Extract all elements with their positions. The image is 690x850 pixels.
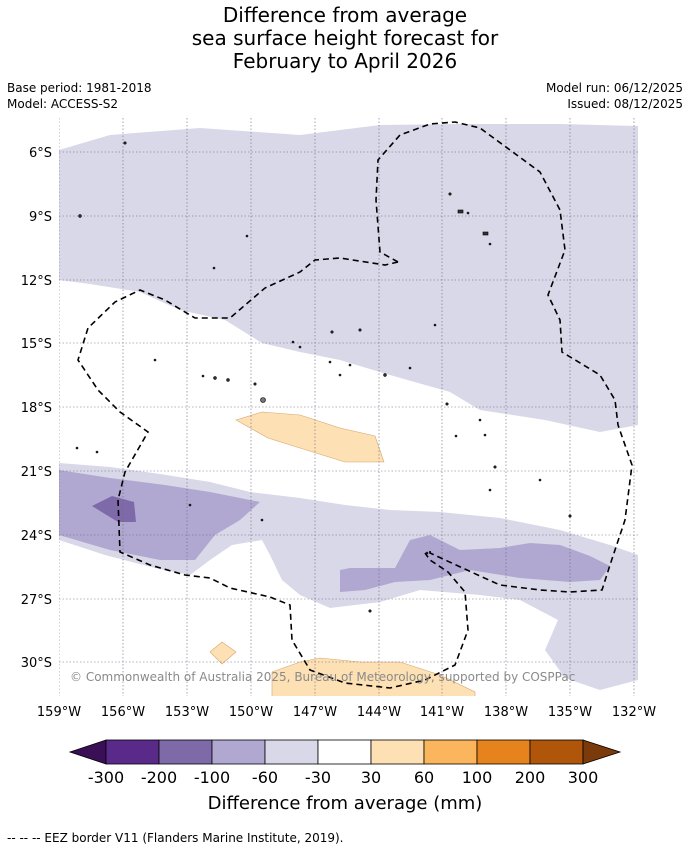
colorbar-segment bbox=[264, 739, 319, 765]
colorbar-segment bbox=[529, 739, 584, 765]
map-area bbox=[59, 118, 638, 696]
colorbar-tick-label: -30 bbox=[305, 768, 331, 787]
lon-label: 153°W bbox=[165, 705, 209, 720]
colorbar-tick-label: 100 bbox=[462, 768, 493, 787]
lon-label: 135°W bbox=[548, 705, 592, 720]
lat-label: 6°S bbox=[29, 146, 52, 161]
colorbar-extend-low bbox=[68, 739, 107, 765]
eez-legend-footer: -- -- -- EEZ border V11 (Flanders Marine… bbox=[7, 831, 344, 845]
model-name: Model: ACCESS-S2 bbox=[7, 97, 119, 111]
colorbar-segment bbox=[105, 739, 160, 765]
eez-border-north bbox=[375, 121, 633, 593]
lat-labels: 6°S 9°S 12°S 15°S 18°S 21°S 24°S 27°S 30… bbox=[21, 146, 52, 671]
lon-label: 159°W bbox=[37, 705, 81, 720]
colorbar-tick-label: -200 bbox=[141, 768, 177, 787]
colorbar bbox=[68, 739, 622, 765]
anomaly-region-positive-south bbox=[271, 657, 476, 696]
lat-label: 30°S bbox=[21, 656, 52, 671]
colorbar-segment bbox=[370, 739, 425, 765]
lon-label: 156°W bbox=[101, 705, 145, 720]
map-title: Difference from average sea surface heig… bbox=[0, 4, 690, 73]
copyright-text: © Commonwealth of Australia 2025, Bureau… bbox=[70, 670, 575, 684]
colorbar-tick-label: -100 bbox=[194, 768, 230, 787]
eez-borders bbox=[77, 121, 633, 689]
anomaly-region-west-strong bbox=[59, 470, 260, 560]
colorbar-segment bbox=[158, 739, 213, 765]
lat-label: 9°S bbox=[29, 210, 52, 225]
colorbar-tick-label: -300 bbox=[88, 768, 124, 787]
title-line-3: February to April 2026 bbox=[232, 49, 458, 73]
colorbar-tick-label: 30 bbox=[361, 768, 381, 787]
issued-date: Issued: 08/12/2025 bbox=[567, 97, 683, 111]
lat-label: 27°S bbox=[21, 593, 52, 608]
lat-label: 18°S bbox=[21, 401, 52, 416]
eez-border-central bbox=[77, 257, 469, 689]
colorbar-tick-label: 300 bbox=[568, 768, 599, 787]
lon-label: 150°W bbox=[229, 705, 273, 720]
lat-label: 15°S bbox=[21, 337, 52, 352]
model-run: Model run: 06/12/2025 bbox=[545, 81, 683, 95]
lat-label: 12°S bbox=[21, 274, 52, 289]
lat-label: 24°S bbox=[21, 529, 52, 544]
colorbar-segment bbox=[423, 739, 478, 765]
lon-label: 132°W bbox=[612, 705, 656, 720]
meta-left: Base period: 1981-2018 Model: ACCESS-S2 bbox=[7, 80, 152, 112]
lon-labels: 159°W 156°W 153°W 150°W 147°W 144°W 141°… bbox=[37, 705, 656, 720]
lon-label: 147°W bbox=[293, 705, 337, 720]
lon-label: 144°W bbox=[357, 705, 401, 720]
colorbar-ticks: -300 -200 -100 -60 -30 30 60 100 200 300 bbox=[88, 768, 598, 787]
colorbar-tick-label: -60 bbox=[252, 768, 278, 787]
title-line-2: sea surface height forecast for bbox=[191, 26, 499, 50]
meta-right: Model run: 06/12/2025 Issued: 08/12/2025 bbox=[546, 80, 683, 112]
colorbar-segment bbox=[476, 739, 531, 765]
title-line-1: Difference from average bbox=[222, 3, 468, 27]
colorbar-extend-high bbox=[582, 739, 622, 765]
anomaly-region-positive-central bbox=[235, 411, 385, 463]
colorbar-title: Difference from average (mm) bbox=[208, 793, 483, 814]
colorbar-tick-label: 200 bbox=[515, 768, 546, 787]
islands bbox=[75, 141, 572, 613]
lon-label: 141°W bbox=[420, 705, 464, 720]
colorbar-segment bbox=[317, 739, 372, 765]
anomaly-region-east-strong bbox=[340, 535, 610, 592]
anomaly-region-positive-small bbox=[209, 641, 237, 665]
anomaly-region-north bbox=[59, 124, 638, 432]
colorbar-segment bbox=[211, 739, 266, 765]
colorbar-tick-label: 60 bbox=[414, 768, 434, 787]
base-period: Base period: 1981-2018 bbox=[7, 81, 152, 95]
lon-label: 138°W bbox=[484, 705, 528, 720]
lat-label: 21°S bbox=[21, 465, 52, 480]
anomaly-region-west-core bbox=[92, 496, 136, 522]
